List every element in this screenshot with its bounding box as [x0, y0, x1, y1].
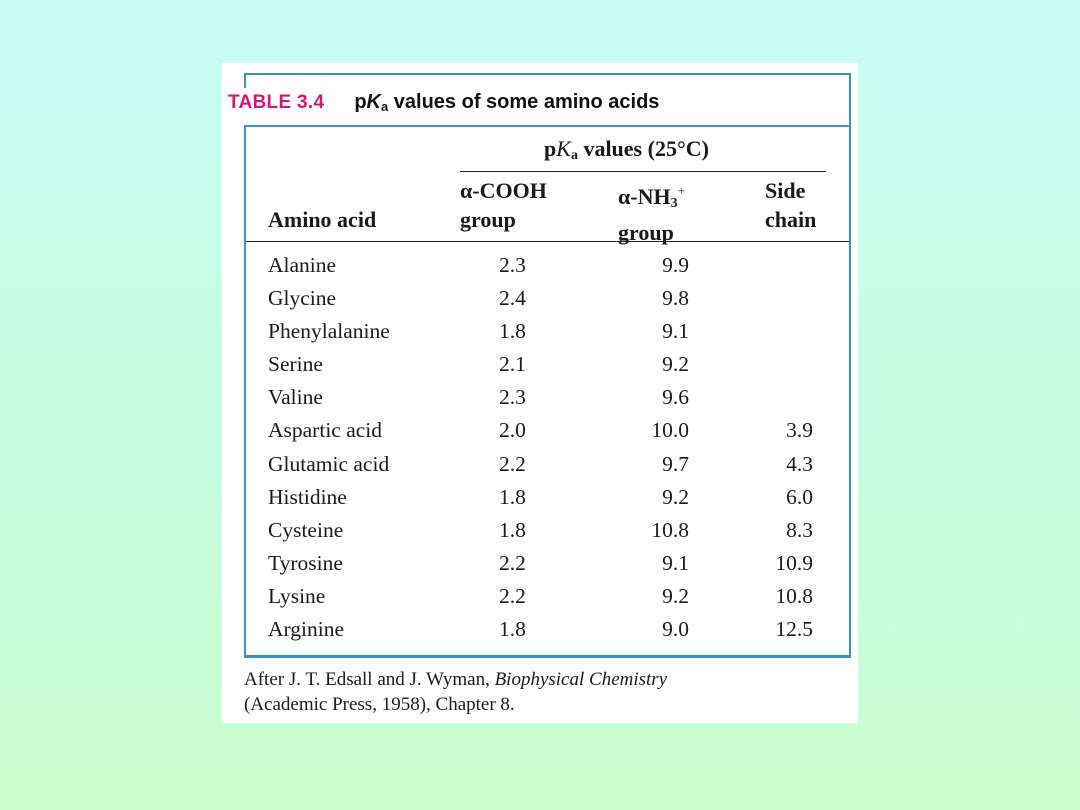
pka-group-header: pKa values (25°C)	[544, 136, 709, 163]
table-row: Tyrosine 2.2 9.1 10.9	[268, 550, 813, 575]
table-row: Glycine 2.4 9.8	[268, 286, 689, 311]
table-row: Glutamic acid 2.2 9.7 4.3	[268, 451, 813, 476]
col-header-nh3: α-NH3+ group	[618, 183, 685, 245]
table-row: Phenylalanine 1.8 9.1	[268, 319, 689, 344]
group-header-rule	[460, 171, 826, 172]
table-body: Alanine 2.3 9.9 Glycine 2.4 9.8 Phenylalanin…	[246, 249, 849, 646]
table-row: Alanine 2.3 9.9	[268, 253, 689, 277]
data-table: pKa values (25°C) Amino acid α-COOH grou…	[244, 125, 851, 658]
table-row: Lysine 2.2 9.2 10.8	[268, 583, 813, 608]
table-row: Cysteine 1.8 10.8 8.3	[268, 517, 813, 542]
col-header-amino-acid: Amino acid	[268, 207, 377, 232]
table-row: Arginine 1.8 9.0 12.5	[268, 617, 813, 642]
frame-top-rule	[244, 73, 851, 75]
table-row: Aspartic acid 2.0 10.0 3.9	[268, 418, 813, 443]
header-bottom-rule	[246, 241, 849, 242]
col-header-side-chain: Side chain	[765, 178, 817, 232]
col-header-cooh: α-COOH group	[460, 178, 547, 232]
frame-left-stub	[244, 73, 246, 88]
table-title: pKa values of some amino acids	[354, 91, 660, 114]
table-row: Valine 2.3 9.6	[268, 385, 689, 410]
table-number: TABLE 3.4	[228, 92, 325, 113]
frame-right-rule	[849, 73, 851, 125]
table-row: Histidine 1.8 9.2 6.0	[268, 484, 813, 509]
table-row: Serine 2.1 9.2	[268, 352, 689, 377]
table-caption: TABLE 3.4 pKa values of some amino acids	[228, 91, 659, 121]
table-footnote: After J. T. Edsall and J. Wyman, Biophys…	[244, 669, 668, 715]
table-card: TABLE 3.4 pKa values of some amino acids…	[222, 63, 858, 723]
